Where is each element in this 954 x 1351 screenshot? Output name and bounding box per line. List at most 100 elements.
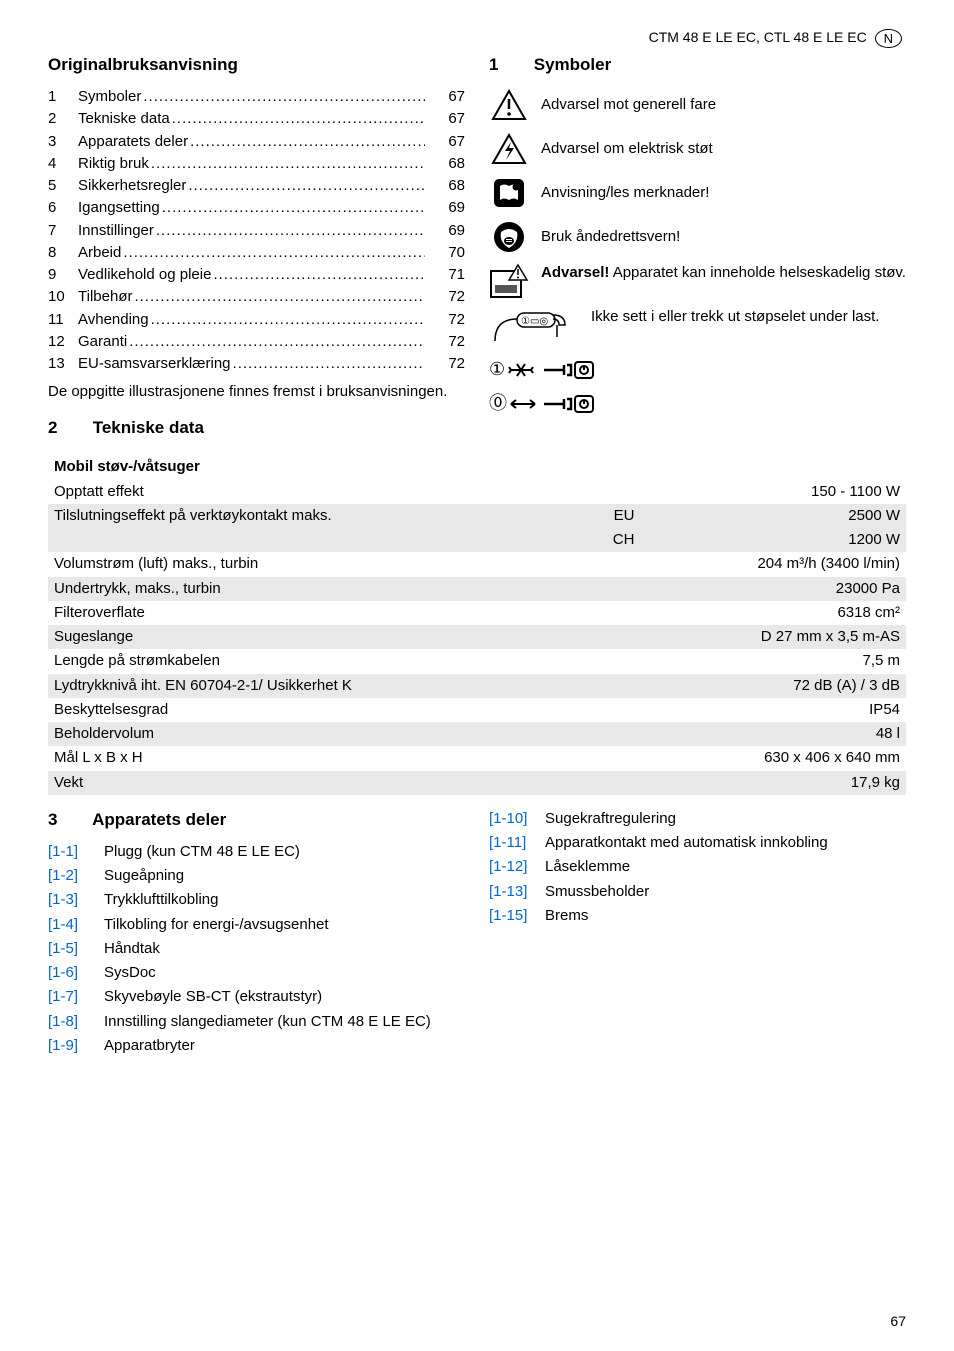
spec-val: IP54	[640, 698, 906, 722]
part-item: [1-13]Smussbeholder	[489, 882, 906, 902]
spec-label: Volumstrøm (luft) maks., turbin	[48, 552, 580, 576]
toc-page: 72	[425, 354, 465, 374]
spec-mid: EU	[580, 504, 640, 528]
symbol-bold: Advarsel!	[541, 264, 609, 281]
svg-text:⓪: ⓪	[489, 393, 507, 413]
part-label: Apparatbryter	[104, 1036, 465, 1056]
parts-left-list: [1-1]Plugg (kun CTM 48 E LE EC) [1-2]Suge…	[48, 842, 465, 1056]
part-ref: [1-5]	[48, 939, 104, 959]
toc-num: 6	[48, 198, 78, 218]
spec-label: Filteroverflate	[48, 601, 580, 625]
spec-val: 2500 W	[640, 504, 906, 528]
section2-title: Tekniske data	[93, 418, 204, 437]
part-item: [1-10]Sugekraftregulering	[489, 809, 906, 829]
part-label: Låseklemme	[545, 857, 906, 877]
part-ref: [1-1]	[48, 842, 104, 862]
part-ref: [1-6]	[48, 963, 104, 983]
part-ref: [1-15]	[489, 906, 545, 926]
part-item: [1-1]Plugg (kun CTM 48 E LE EC)	[48, 842, 465, 862]
toc-title: Originalbruksanvisning	[48, 54, 465, 77]
toc-page: 70	[425, 243, 465, 263]
electric-shock-icon	[489, 131, 529, 167]
spec-label: Vekt	[48, 771, 580, 795]
spec-row: Filteroverflate6318 cm²	[48, 601, 906, 625]
section1-heading: 1 Symboler	[489, 54, 906, 77]
spec-row: Vekt17,9 kg	[48, 771, 906, 795]
toc-row: 2Tekniske data67	[48, 109, 465, 129]
toc-container: 1Symboler672Tekniske data673Apparatets d…	[48, 87, 465, 374]
toc-page: 67	[425, 132, 465, 152]
toc-row: 12Garanti72	[48, 332, 465, 352]
toc-num: 11	[48, 310, 78, 330]
toc-label: Sikkerhetsregler	[78, 176, 425, 196]
spec-row: Opptatt effekt150 - 1100 W	[48, 480, 906, 504]
spec-mid	[580, 577, 640, 601]
part-ref: [1-2]	[48, 866, 104, 886]
spec-mid	[580, 674, 640, 698]
header-model-row: CTM 48 E LE EC, CTL 48 E LE EC N	[48, 28, 906, 48]
toc-row: 11Avhending72	[48, 310, 465, 330]
toc-label: Avhending	[78, 310, 425, 330]
spec-row: Beskyttelsesgrad IP54	[48, 698, 906, 722]
part-item: [1-2]Sugeåpning	[48, 866, 465, 886]
spec-label: Beholdervolum	[48, 722, 580, 746]
toc-num: 12	[48, 332, 78, 352]
header-badge: N	[875, 29, 902, 49]
dust-hazard-icon	[489, 263, 529, 299]
toc-num: 2	[48, 109, 78, 129]
toc-label: Tilbehør	[78, 287, 425, 307]
spec-val: 630 x 406 x 640 mm	[640, 746, 906, 770]
spec-header: Mobil støv-/våtsuger	[48, 455, 906, 479]
section3-heading: 3 Apparatets deler	[48, 809, 465, 832]
spec-label: Beskyttelsesgrad	[48, 698, 580, 722]
part-label: Sugeåpning	[104, 866, 465, 886]
toc-row: 5Sikkerhetsregler68	[48, 176, 465, 196]
toc-num: 10	[48, 287, 78, 307]
spec-row: Lydtrykknivå iht. EN 60704-2-1/ Usikkerh…	[48, 674, 906, 698]
spec-mid	[580, 698, 640, 722]
toc-num: 9	[48, 265, 78, 285]
toc-page: 67	[425, 109, 465, 129]
symbol-row-electric: Advarsel om elektrisk støt	[489, 131, 906, 167]
part-label: Brems	[545, 906, 906, 926]
spec-row: Tilslutningseffekt på verktøykontakt mak…	[48, 504, 906, 528]
toc-num: 4	[48, 154, 78, 174]
toc-row: 10Tilbehør72	[48, 287, 465, 307]
symbol-text: Advarsel om elektrisk støt	[541, 139, 906, 159]
toc-page: 69	[425, 221, 465, 241]
toc-row: 1Symboler67	[48, 87, 465, 107]
toc-row: 4Riktig bruk68	[48, 154, 465, 174]
page-number: 67	[890, 1312, 906, 1331]
toc-num: 3	[48, 132, 78, 152]
spec-table: Mobil støv-/våtsuger Opptatt effekt150 -…	[48, 455, 906, 795]
spec-val: 7,5 m	[640, 649, 906, 673]
plug-diagram-no: ①	[489, 355, 906, 385]
toc-label: Symboler	[78, 87, 425, 107]
part-label: SysDoc	[104, 963, 465, 983]
part-label: Smussbeholder	[545, 882, 906, 902]
toc-label: Vedlikehold og pleie	[78, 265, 425, 285]
spec-val: 1200 W	[640, 528, 906, 552]
toc-label: Garanti	[78, 332, 425, 352]
section1-num: 1	[489, 54, 529, 77]
read-manual-icon	[489, 175, 529, 211]
spec-mid	[580, 746, 640, 770]
spec-label: Undertrykk, maks., turbin	[48, 577, 580, 601]
part-label: Håndtak	[104, 939, 465, 959]
symbol-rest: Apparatet kan inneholde helseskadelig st…	[609, 264, 906, 281]
toc-num: 8	[48, 243, 78, 263]
plug-diagram-yes: ⓪	[489, 389, 906, 419]
part-label: Trykklufttilkobling	[104, 890, 465, 910]
toc-row: 6Igangsetting69	[48, 198, 465, 218]
part-label: Tilkobling for energi-/avsugsenhet	[104, 915, 465, 935]
toc-num: 13	[48, 354, 78, 374]
parts-right-list: [1-10]Sugekraftregulering [1-11]Apparatko…	[489, 809, 906, 926]
symbol-row-manual: Anvisning/les merknader!	[489, 175, 906, 211]
symbol-row-dust: Advarsel! Apparatet kan inneholde helses…	[489, 263, 906, 299]
spec-mid	[580, 649, 640, 673]
spec-val: 72 dB (A) / 3 dB	[640, 674, 906, 698]
part-ref: [1-3]	[48, 890, 104, 910]
part-item: [1-11]Apparatkontakt med automatisk innk…	[489, 833, 906, 853]
symbol-row-mask: Bruk åndedrettsvern!	[489, 219, 906, 255]
section2-num: 2	[48, 417, 88, 440]
